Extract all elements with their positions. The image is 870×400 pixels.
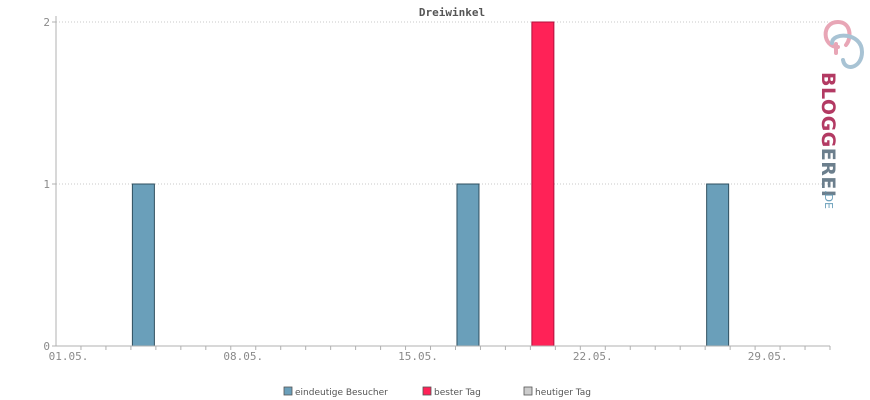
- grid-lines: [56, 21, 830, 185]
- y-tick-label: 2: [43, 16, 50, 29]
- svg-text:BLOGGEREI: BLOGGEREI: [817, 72, 839, 197]
- bloggerei-logo-mark: [823, 19, 865, 69]
- bloggerei-logo: BLOGGEREI .DE: [817, 19, 865, 209]
- axes: 0 1 2 01.05. 08.05. 15.05. 22.05. 29.05.: [43, 16, 831, 363]
- x-tick-label: 29.05.: [748, 350, 788, 363]
- logo-text-pink: BLOGG: [817, 72, 839, 148]
- y-tick-label: 1: [43, 178, 50, 191]
- chart-title: Dreiwinkel: [419, 6, 485, 19]
- bar-besucher: [131, 183, 155, 347]
- bar-besucher: [456, 183, 480, 347]
- x-tick-label: 15.05.: [398, 350, 438, 363]
- legend-swatch: [283, 386, 293, 396]
- bar-besucher: [706, 183, 730, 347]
- x-tick-label: 01.05.: [49, 350, 89, 363]
- legend-label: heutiger Tag: [535, 388, 591, 398]
- legend-swatch: [422, 386, 432, 396]
- y-tick-label: 0: [43, 340, 50, 353]
- x-tick-label: 08.05.: [223, 350, 263, 363]
- legend: eindeutige Besucher bester Tag heutiger Ta…: [283, 386, 591, 398]
- logo-text-gray: EREI: [817, 148, 839, 198]
- bar-bester-tag: [531, 21, 555, 347]
- legend-label: bester Tag: [434, 388, 481, 398]
- legend-label: eindeutige Besucher: [295, 388, 388, 398]
- x-tick-label: 22.05.: [573, 350, 613, 363]
- legend-swatch: [523, 386, 533, 396]
- logo-suffix: .DE: [822, 190, 835, 209]
